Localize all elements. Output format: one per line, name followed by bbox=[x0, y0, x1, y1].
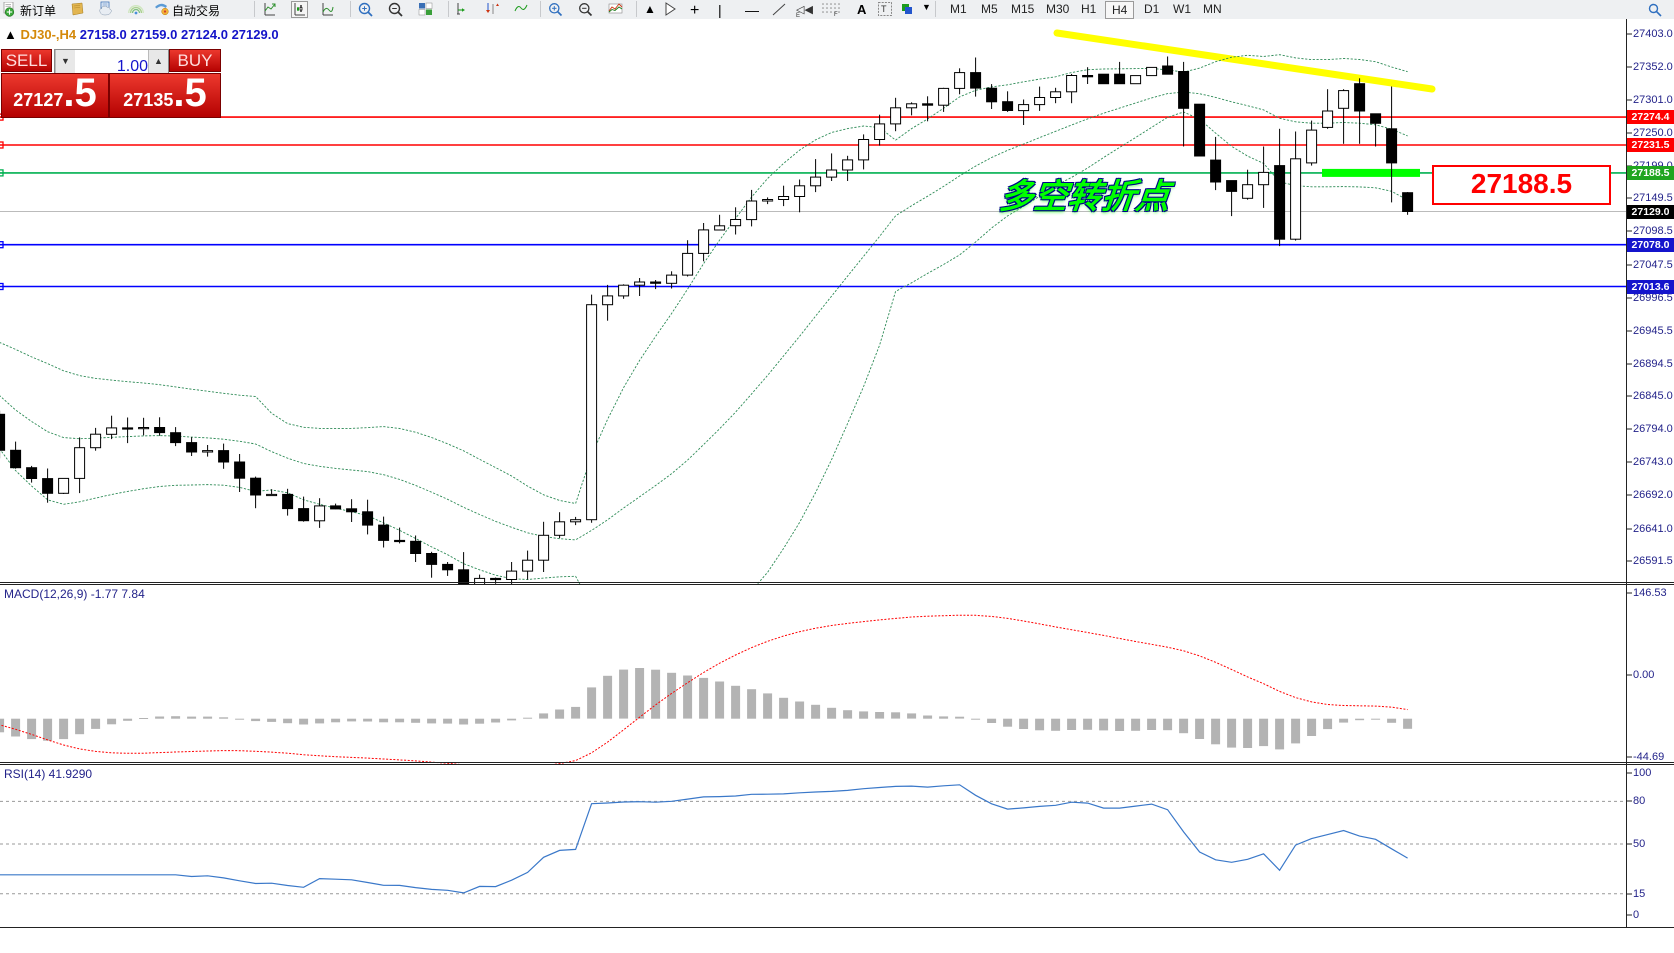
svg-text:F: F bbox=[834, 12, 838, 16]
svg-text:T: T bbox=[881, 4, 887, 14]
svg-text:E: E bbox=[796, 13, 800, 17]
